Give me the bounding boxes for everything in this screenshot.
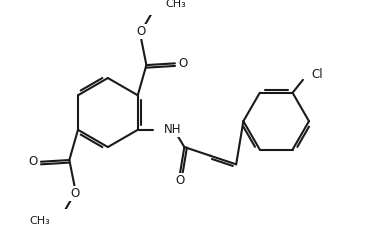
Text: O: O xyxy=(175,174,185,187)
Text: O: O xyxy=(28,155,38,168)
Text: NH: NH xyxy=(164,123,181,136)
Text: O: O xyxy=(136,25,146,38)
Text: O: O xyxy=(178,57,187,70)
Text: CH₃: CH₃ xyxy=(166,0,186,9)
Text: Cl: Cl xyxy=(311,68,323,81)
Text: O: O xyxy=(70,187,79,200)
Text: CH₃: CH₃ xyxy=(29,216,50,225)
